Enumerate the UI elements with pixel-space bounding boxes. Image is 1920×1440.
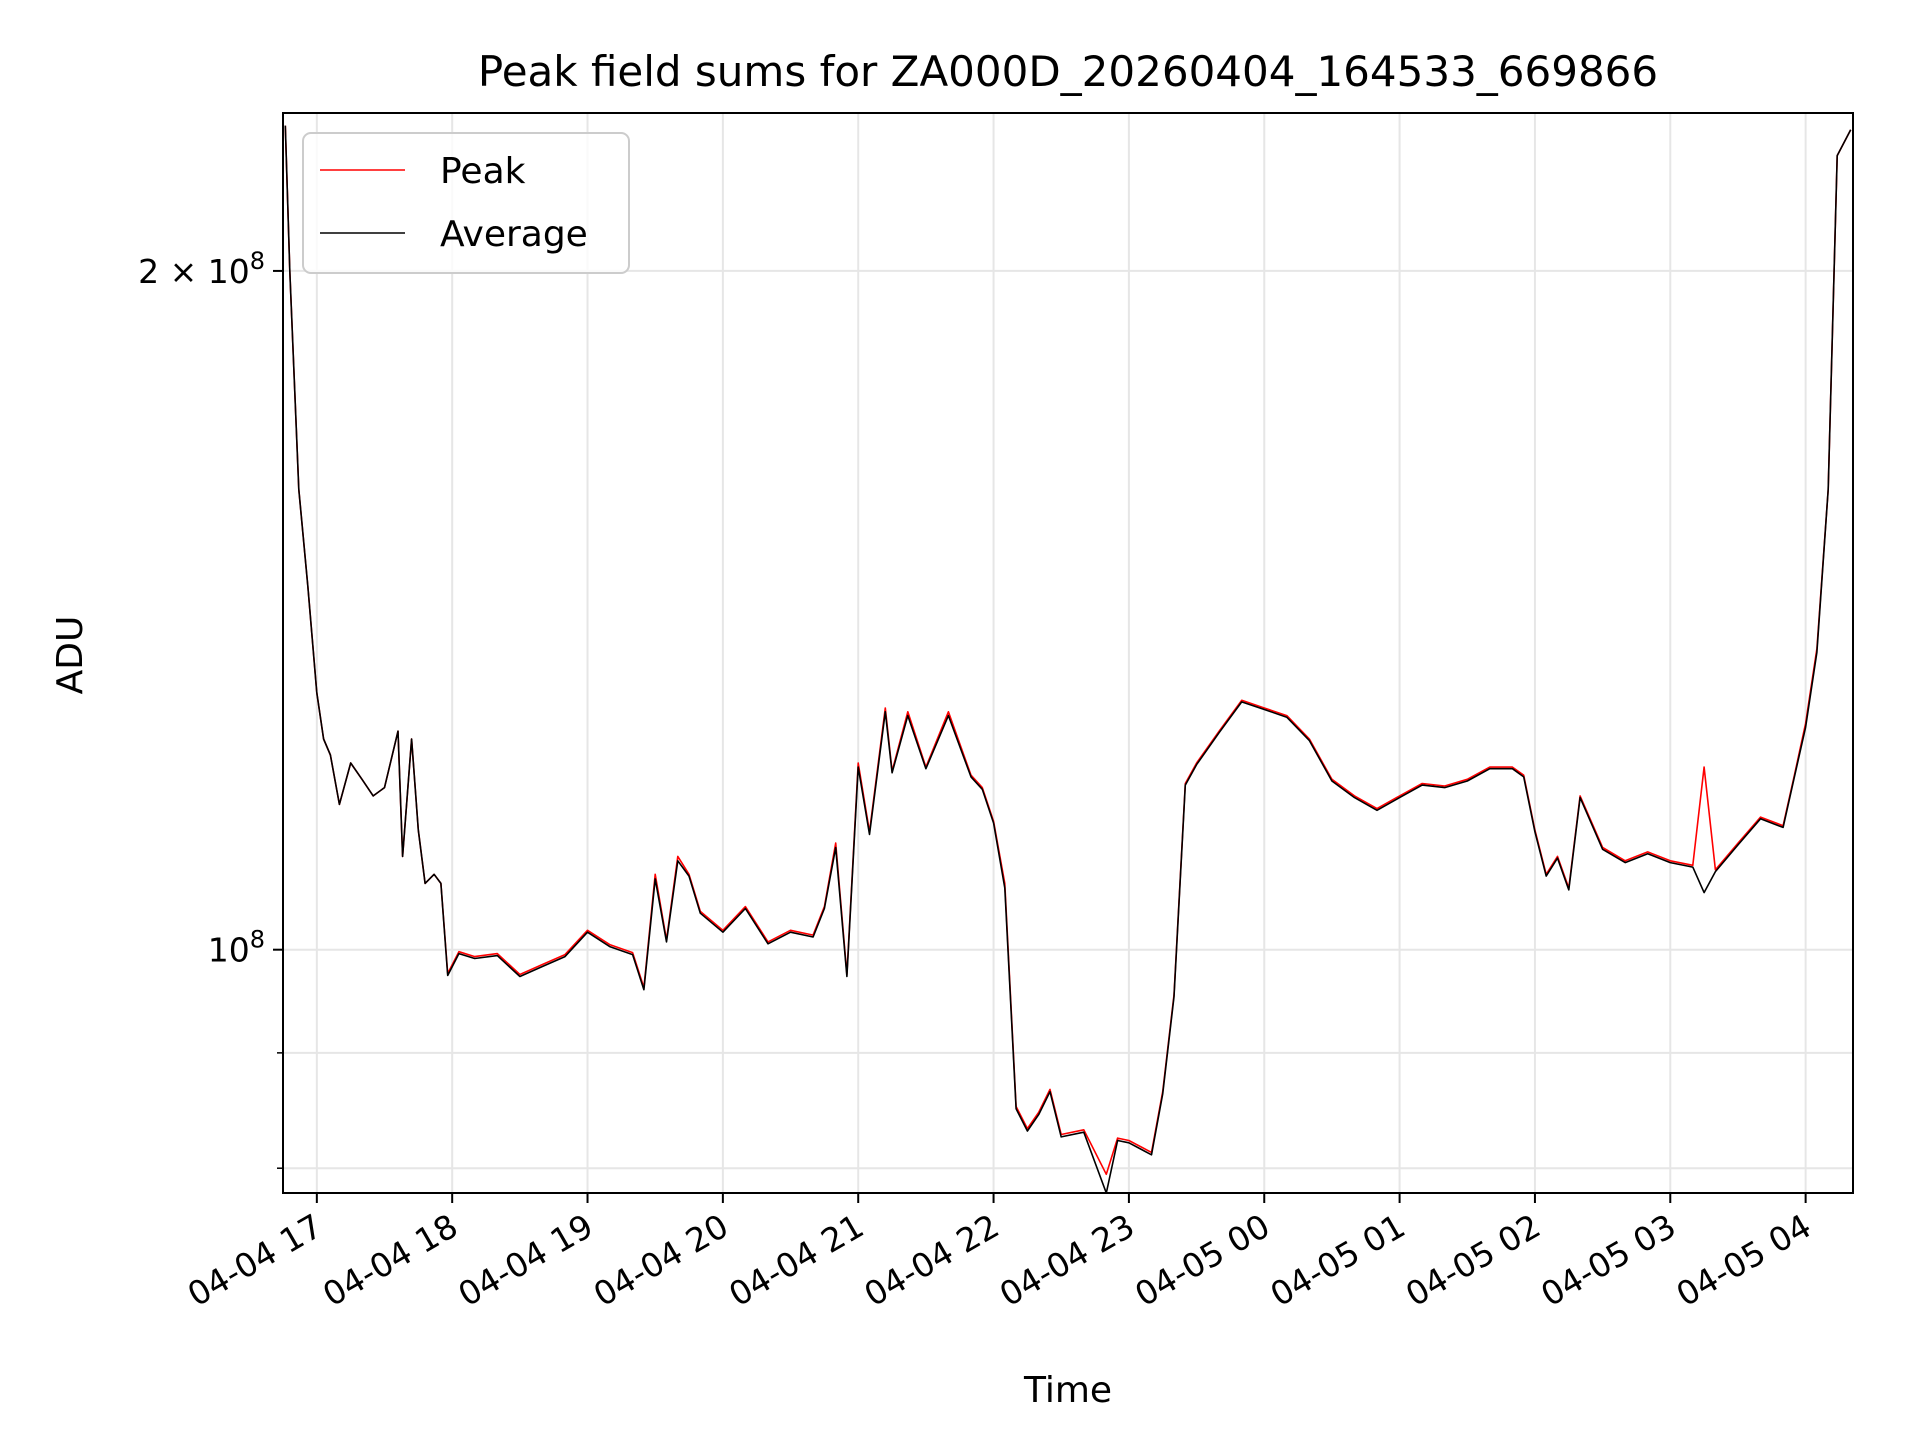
- legend: Peak Average: [302, 132, 630, 274]
- chart-title: Peak field sums for ZA000D_20260404_1645…: [478, 47, 1658, 96]
- legend-peak-label: Peak: [440, 151, 526, 192]
- legend-average-label: Average: [440, 214, 588, 255]
- plot-lines: [284, 125, 1852, 1193]
- legend-box: [302, 132, 630, 274]
- y-tick-label: 2 × 108: [138, 247, 265, 291]
- y-axis-label: ADU: [50, 616, 91, 695]
- y-axis-ticks: 108 2 × 108: [138, 247, 283, 1169]
- x-axis-label: Time: [1023, 1370, 1112, 1411]
- series-line-average: [284, 125, 1852, 1193]
- plot-frame: [282, 112, 1854, 1194]
- y-tick-label: 108: [208, 926, 265, 970]
